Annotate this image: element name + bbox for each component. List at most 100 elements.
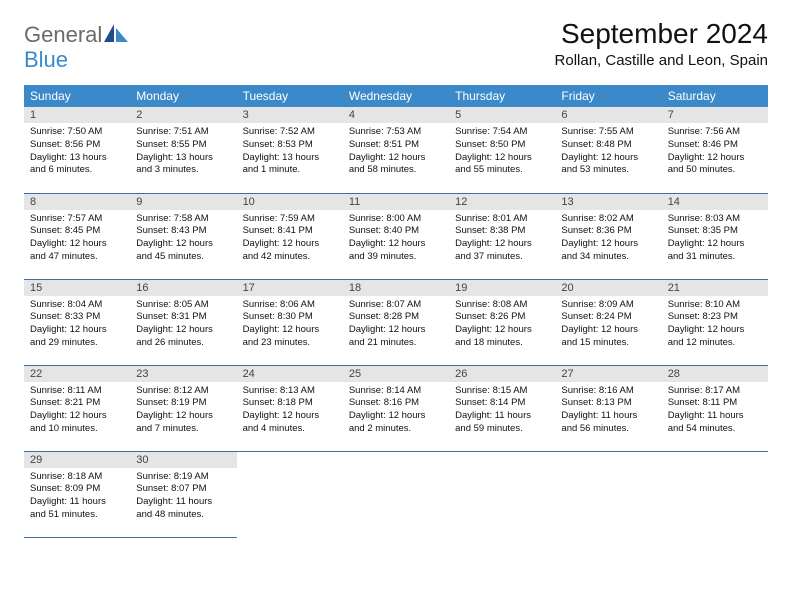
day-number: 15 [24, 280, 130, 296]
sunrise-line: Sunrise: 7:53 AM [349, 126, 421, 137]
day-number: 6 [555, 107, 661, 123]
day-number: 17 [237, 280, 343, 296]
weekday-header: Tuesday [237, 85, 343, 107]
sunrise-line: Sunrise: 7:50 AM [30, 126, 102, 137]
logo: General Blue [24, 24, 128, 73]
day-body: Sunrise: 8:04 AMSunset: 8:33 PMDaylight:… [24, 296, 130, 354]
day-body: Sunrise: 8:08 AMSunset: 8:26 PMDaylight:… [449, 296, 555, 354]
sunrise-line: Sunrise: 7:55 AM [561, 126, 633, 137]
sunset-line: Sunset: 8:46 PM [668, 139, 738, 150]
day-number: 2 [130, 107, 236, 123]
sunrise-line: Sunrise: 7:58 AM [136, 213, 208, 224]
daylight-line: Daylight: 12 hours and 23 minutes. [243, 324, 320, 348]
day-body: Sunrise: 8:16 AMSunset: 8:13 PMDaylight:… [555, 382, 661, 440]
logo-text-gray: General [24, 22, 102, 47]
day-number: 7 [662, 107, 768, 123]
sunrise-line: Sunrise: 8:02 AM [561, 213, 633, 224]
sunset-line: Sunset: 8:13 PM [561, 397, 631, 408]
daylight-line: Daylight: 12 hours and 47 minutes. [30, 238, 107, 262]
daylight-line: Daylight: 12 hours and 15 minutes. [561, 324, 638, 348]
sunset-line: Sunset: 8:31 PM [136, 311, 206, 322]
sunrise-line: Sunrise: 8:08 AM [455, 299, 527, 310]
day-number: 30 [130, 452, 236, 468]
daylight-line: Daylight: 12 hours and 53 minutes. [561, 152, 638, 176]
sunrise-line: Sunrise: 8:11 AM [30, 385, 102, 396]
daylight-line: Daylight: 13 hours and 1 minute. [243, 152, 320, 176]
day-number: 21 [662, 280, 768, 296]
sunrise-line: Sunrise: 8:19 AM [136, 471, 208, 482]
sunset-line: Sunset: 8:40 PM [349, 225, 419, 236]
calendar-cell: 15Sunrise: 8:04 AMSunset: 8:33 PMDayligh… [24, 279, 130, 365]
day-number: 8 [24, 194, 130, 210]
sunrise-line: Sunrise: 8:18 AM [30, 471, 102, 482]
calendar-cell: 21Sunrise: 8:10 AMSunset: 8:23 PMDayligh… [662, 279, 768, 365]
sunrise-line: Sunrise: 7:51 AM [136, 126, 208, 137]
daylight-line: Daylight: 12 hours and 50 minutes. [668, 152, 745, 176]
day-body: Sunrise: 8:03 AMSunset: 8:35 PMDaylight:… [662, 210, 768, 268]
day-number: 26 [449, 366, 555, 382]
day-number: 24 [237, 366, 343, 382]
day-number: 20 [555, 280, 661, 296]
sunset-line: Sunset: 8:38 PM [455, 225, 525, 236]
daylight-line: Daylight: 11 hours and 54 minutes. [668, 410, 744, 434]
day-body: Sunrise: 7:55 AMSunset: 8:48 PMDaylight:… [555, 123, 661, 181]
day-body: Sunrise: 7:56 AM Sunset: 8:46 PM Daylight:… [662, 123, 768, 181]
calendar-body: 1Sunrise: 7:50 AMSunset: 8:56 PMDaylight… [24, 107, 768, 537]
sunrise-line: Sunrise: 8:07 AM [349, 299, 421, 310]
sunset-line: Sunset: 8:19 PM [136, 397, 206, 408]
day-body: Sunrise: 8:09 AMSunset: 8:24 PMDaylight:… [555, 296, 661, 354]
calendar-header-row: SundayMondayTuesdayWednesdayThursdayFrid… [24, 85, 768, 107]
calendar-cell: 5Sunrise: 7:54 AMSunset: 8:50 PMDaylight… [449, 107, 555, 193]
sunrise-line: Sunrise: 8:17 AM [668, 385, 740, 396]
day-number: 25 [343, 366, 449, 382]
calendar-cell: 8Sunrise: 7:57 AMSunset: 8:45 PMDaylight… [24, 193, 130, 279]
title-block: September 2024 Rollan, Castille and Leon… [555, 18, 768, 69]
day-number: 18 [343, 280, 449, 296]
day-number: 13 [555, 194, 661, 210]
sunset-line: Sunset: 8:51 PM [349, 139, 419, 150]
daylight-line: Daylight: 12 hours and 42 minutes. [243, 238, 320, 262]
calendar-cell: 28Sunrise: 8:17 AMSunset: 8:11 PMDayligh… [662, 365, 768, 451]
daylight-line: Daylight: 12 hours and 55 minutes. [455, 152, 532, 176]
sunrise-line: Sunrise: 7:56 AM [668, 126, 740, 137]
day-number: 29 [24, 452, 130, 468]
sunrise-line: Sunrise: 8:10 AM [668, 299, 740, 310]
day-body: Sunrise: 7:50 AMSunset: 8:56 PMDaylight:… [24, 123, 130, 181]
day-body: Sunrise: 8:05 AMSunset: 8:31 PMDaylight:… [130, 296, 236, 354]
sunrise-line: Sunrise: 8:00 AM [349, 213, 421, 224]
sunset-line: Sunset: 8:28 PM [349, 311, 419, 322]
daylight-line: Daylight: 13 hours and 6 minutes. [30, 152, 107, 176]
calendar-cell: 29Sunrise: 8:18 AMSunset: 8:09 PMDayligh… [24, 451, 130, 537]
location-label: Rollan, Castille and Leon, Spain [555, 52, 768, 69]
day-number: 16 [130, 280, 236, 296]
sunset-line: Sunset: 8:21 PM [30, 397, 100, 408]
weekday-header: Saturday [662, 85, 768, 107]
calendar-cell: 24Sunrise: 8:13 AMSunset: 8:18 PMDayligh… [237, 365, 343, 451]
calendar-cell [343, 451, 449, 537]
calendar-cell: 19Sunrise: 8:08 AMSunset: 8:26 PMDayligh… [449, 279, 555, 365]
day-number: 1 [24, 107, 130, 123]
page-title: September 2024 [555, 18, 768, 50]
sunrise-line: Sunrise: 8:12 AM [136, 385, 208, 396]
day-body: Sunrise: 8:01 AMSunset: 8:38 PMDaylight:… [449, 210, 555, 268]
day-body: Sunrise: 8:13 AMSunset: 8:18 PMDaylight:… [237, 382, 343, 440]
calendar-cell: 27Sunrise: 8:16 AMSunset: 8:13 PMDayligh… [555, 365, 661, 451]
sunrise-line: Sunrise: 8:05 AM [136, 299, 208, 310]
sunrise-line: Sunrise: 8:04 AM [30, 299, 102, 310]
sunset-line: Sunset: 8:41 PM [243, 225, 313, 236]
day-number: 22 [24, 366, 130, 382]
daylight-line: Daylight: 12 hours and 4 minutes. [243, 410, 320, 434]
logo-sail-icon [104, 24, 128, 42]
daylight-line: Daylight: 13 hours and 3 minutes. [136, 152, 213, 176]
daylight-line: Daylight: 12 hours and 45 minutes. [136, 238, 213, 262]
day-number: 28 [662, 366, 768, 382]
sunrise-line: Sunrise: 8:16 AM [561, 385, 633, 396]
daylight-line: Daylight: 12 hours and 10 minutes. [30, 410, 107, 434]
day-number: 5 [449, 107, 555, 123]
daylight-line: Daylight: 12 hours and 34 minutes. [561, 238, 638, 262]
calendar-cell: 11Sunrise: 8:00 AMSunset: 8:40 PMDayligh… [343, 193, 449, 279]
calendar-cell: 3Sunrise: 7:52 AMSunset: 8:53 PMDaylight… [237, 107, 343, 193]
calendar-cell: 9Sunrise: 7:58 AMSunset: 8:43 PMDaylight… [130, 193, 236, 279]
daylight-line: Daylight: 12 hours and 21 minutes. [349, 324, 426, 348]
daylight-line: Daylight: 11 hours and 48 minutes. [136, 496, 212, 520]
